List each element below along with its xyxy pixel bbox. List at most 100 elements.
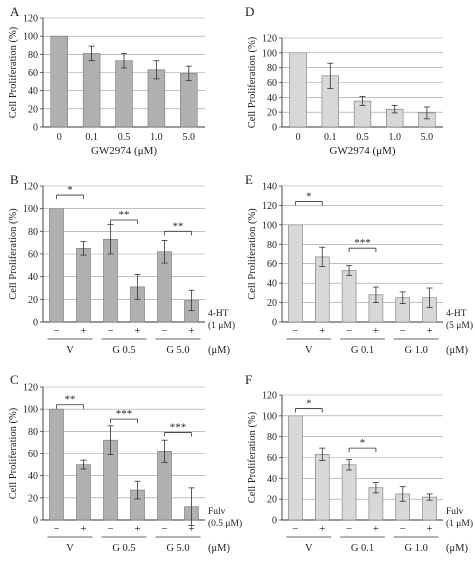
y-tick-label: 120 <box>23 182 38 193</box>
treatment-sign: + <box>319 325 325 337</box>
treatment-sign: + <box>373 325 379 337</box>
panel-c: C 0 20 40 60 80 100 120 Cell Proliferation (%) **… <box>8 372 242 554</box>
treatment-sign: − <box>161 523 167 535</box>
significance-label: * <box>306 191 312 203</box>
y-tick-label: 0 <box>33 516 38 527</box>
y-tick-label: 80 <box>28 50 38 61</box>
x-tick-label: 0.5 <box>118 132 131 143</box>
treatment-sign: − <box>107 523 113 535</box>
significance-label: * <box>306 398 312 410</box>
x-tick-label: 1.0 <box>150 132 163 143</box>
y-tick-label: 60 <box>28 449 38 460</box>
significance-label: * <box>360 437 366 449</box>
y-axis-label: Cell Proliferation (%) <box>8 208 19 300</box>
bar <box>341 270 357 323</box>
bar <box>180 73 198 128</box>
y-tick-label: 40 <box>267 474 277 485</box>
y-tick-label: 120 <box>262 201 277 212</box>
treatment-sign: − <box>107 325 113 337</box>
group-unit: (μM) <box>208 543 230 554</box>
y-tick-label: 80 <box>267 63 277 74</box>
y-tick-label: 20 <box>28 493 38 504</box>
treatment-sign: + <box>373 523 379 535</box>
panel-a: A 0 20 40 60 80 100 120 Cell Proliferation (%) 0 0… <box>8 4 205 157</box>
treatment-sign: − <box>400 523 406 535</box>
treatment-dose: (1 μM) <box>446 518 473 529</box>
group-label: V <box>305 345 313 356</box>
treatment-sign: − <box>53 523 59 535</box>
significance-label: ** <box>173 220 184 232</box>
y-tick-label: 40 <box>267 93 277 104</box>
treatment-sign: − <box>346 325 352 337</box>
treatment-label: 4-HT <box>446 309 467 319</box>
x-tick-label: 0.1 <box>324 132 337 143</box>
bar <box>82 53 101 128</box>
x-axis-label: GW2974 (μM) <box>91 145 157 157</box>
treatment-sign: − <box>292 523 298 535</box>
y-tick-label: 100 <box>23 405 38 416</box>
y-tick-label: 60 <box>28 68 38 79</box>
significance-label: *** <box>116 408 133 420</box>
treatment-dose: (1 μM) <box>208 320 235 331</box>
treatment-label: 4-HT <box>208 309 229 319</box>
x-tick-label: 0 <box>57 132 62 143</box>
panel-letter: C <box>10 372 19 387</box>
panel-d: D 0 20 40 60 80 100 120 Cell Proliferation (%) 0 0… <box>245 4 443 157</box>
panel-letter: A <box>10 4 20 19</box>
x-tick-label: 5.0 <box>183 132 196 143</box>
group-label: V <box>66 543 74 554</box>
treatment-sign: − <box>53 325 59 337</box>
y-tick-label: 0 <box>33 123 38 134</box>
group-label: G 0.1 <box>351 345 374 356</box>
y-tick-label: 100 <box>262 220 277 231</box>
x-tick-label: 0.1 <box>85 132 98 143</box>
y-tick-label: 0 <box>33 318 38 329</box>
y-tick-label: 20 <box>28 295 38 306</box>
y-tick-label: 20 <box>28 104 38 115</box>
bar <box>314 454 330 521</box>
bar <box>341 464 357 521</box>
y-axis-label: Cell Proliferation (%) <box>8 26 19 118</box>
bar <box>289 52 307 128</box>
y-tick-label: 60 <box>267 453 277 464</box>
significance-label: ** <box>119 209 130 221</box>
y-tick-label: 0 <box>272 123 277 134</box>
group-label: G 0.5 <box>112 345 135 356</box>
y-tick-label: 0 <box>272 318 277 329</box>
bar <box>76 464 91 521</box>
y-tick-label: 40 <box>28 471 38 482</box>
y-tick-label: 80 <box>267 432 277 443</box>
group-label: G 5.0 <box>166 345 189 356</box>
panel-letter: D <box>245 4 254 19</box>
treatment-sign: + <box>134 325 140 337</box>
y-tick-label: 20 <box>267 108 277 119</box>
y-tick-label: 0 <box>272 516 277 527</box>
treatment-sign: + <box>80 325 86 337</box>
y-tick-label: 120 <box>23 383 38 394</box>
bar <box>288 224 303 323</box>
treatment-sign: + <box>426 325 432 337</box>
y-tick-label: 120 <box>262 34 277 45</box>
y-tick-label: 140 <box>262 182 277 193</box>
y-tick-label: 120 <box>262 391 277 402</box>
panel-letter: E <box>245 172 253 187</box>
panel-f: F 0 20 40 60 80 100 120 Cell Proliferation (%) * *… <box>245 372 473 554</box>
group-unit: (μM) <box>446 345 468 356</box>
y-tick-label: 100 <box>262 48 277 59</box>
bar <box>76 248 91 323</box>
y-tick-label: 100 <box>262 411 277 422</box>
panel-e: E 0 20 40 60 80 100 120 140 Cell Proliferation (%… <box>245 172 473 356</box>
treatment-sign: + <box>134 523 140 535</box>
bar <box>50 35 68 128</box>
x-axis-label: GW2974 (μM) <box>329 145 395 157</box>
y-axis-label: Cell Proliferation (%) <box>247 36 258 128</box>
treatment-sign: + <box>319 523 325 535</box>
group-label: V <box>305 543 313 554</box>
x-tick-label: 1.0 <box>388 132 401 143</box>
group-label: G 5.0 <box>166 543 189 554</box>
y-tick-label: 100 <box>23 204 38 215</box>
treatment-sign: + <box>80 523 86 535</box>
significance-label: ** <box>65 394 76 406</box>
